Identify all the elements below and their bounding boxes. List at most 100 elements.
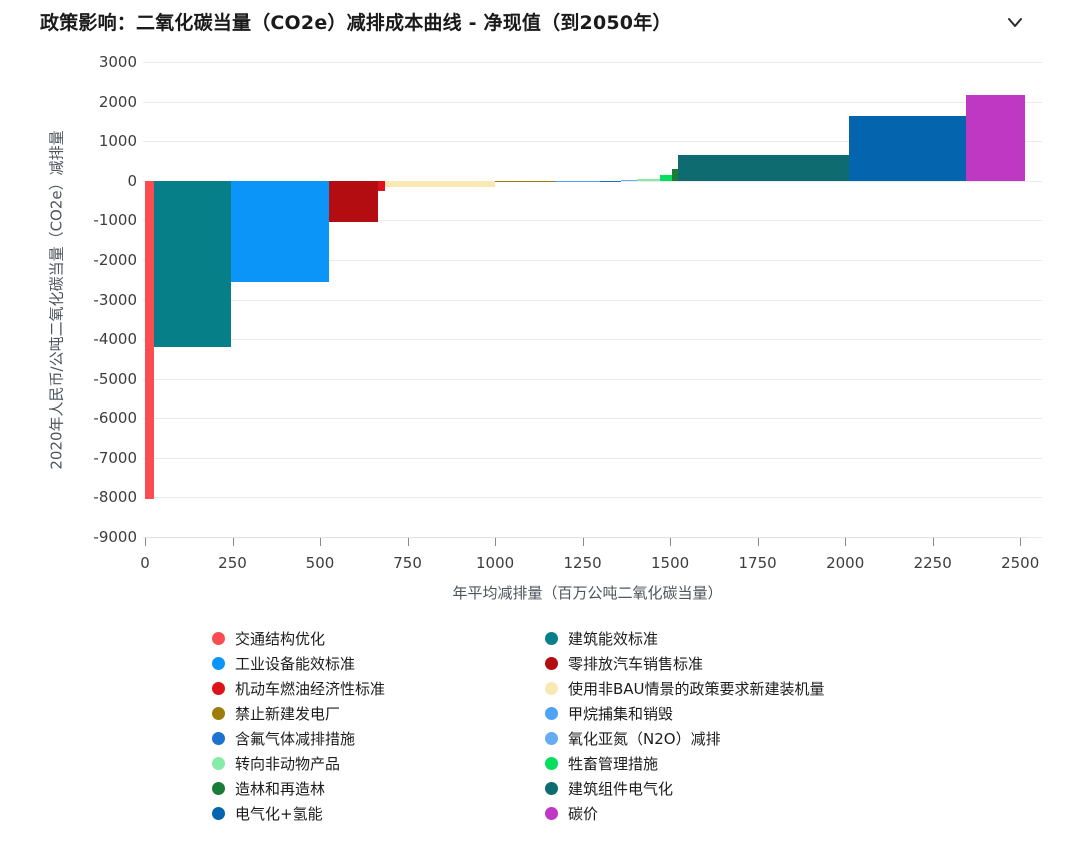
legend-item[interactable]: 使用非BAU情景的政策要求新建装机量 [545,678,825,699]
y-tick-label: -3000 [93,290,137,309]
y-gridline [143,141,1042,143]
legend-label: 牲畜管理措施 [568,755,659,773]
x-tick-mark [670,538,672,546]
plot-area [143,62,1042,538]
y-gridline [143,62,1042,63]
macc-bar[interactable] [621,179,637,181]
macc-bar[interactable] [636,179,660,181]
macc-bar[interactable] [328,180,378,222]
y-gridline [143,418,1042,420]
x-tick-mark [145,538,146,546]
y-tick-label: 2000 [98,92,137,111]
legend-swatch [545,632,558,645]
x-tick-label: 1750 [738,554,777,572]
legend-swatch [545,732,558,745]
y-gridline [143,220,1042,222]
y-tick-label: 3000 [98,53,137,71]
macc-bar[interactable] [145,180,154,500]
legend-item[interactable]: 工业设备能效标准 [212,653,545,674]
y-tick-label: -2000 [93,250,137,269]
x-tick-label: 2250 [913,554,952,572]
legend-swatch [545,707,558,720]
legend-item[interactable]: 机动车燃油经济性标准 [212,678,545,699]
legend-item[interactable]: 含氟气体减排措施 [212,728,545,749]
macc-bar[interactable] [384,180,496,187]
x-tick-mark [320,538,321,546]
x-tick-mark [1020,538,1022,546]
legend-item[interactable]: 造林和再造林 [212,778,545,799]
y-gridline [143,497,1042,499]
macc-bar[interactable] [556,180,601,182]
y-axis-title: 2020年人民币/公吨二氧化碳当量（CO2e）减排量 [47,130,66,470]
macc-bar[interactable] [848,115,966,181]
y-gridline [143,378,1042,380]
x-axis-title: 年平均减排量（百万公吨二氧化碳当量） [452,584,723,602]
legend-swatch [545,657,558,670]
collapse-button[interactable] [1002,10,1028,36]
legend-item[interactable]: 建筑组件电气化 [545,778,825,799]
y-tick-label: -8000 [93,488,137,507]
macc-bar[interactable] [377,180,385,191]
legend-swatch [212,732,225,745]
legend-swatch [212,707,225,720]
chevron-down-icon [1004,17,1026,36]
macc-bar[interactable] [671,169,678,181]
legend-swatch [212,807,225,820]
x-tick-mark [757,538,759,546]
macc-bar[interactable] [153,180,231,348]
macc-bar[interactable] [495,180,557,183]
x-tick-label: 0 [140,554,150,572]
y-gridline [143,299,1042,301]
y-tick-label: -4000 [93,330,137,349]
x-tick-mark [845,538,847,546]
legend-label: 转向非动物产品 [235,755,341,773]
x-tick-label: 1000 [476,554,515,572]
x-axis-line [143,537,1030,538]
y-gridline [143,101,1042,103]
x-tick-label: 750 [393,554,422,572]
legend-item[interactable]: 交通结构优化 [212,628,545,649]
y-gridline [143,259,1042,261]
legend-label: 造林和再造林 [235,780,326,798]
x-tick-label: 250 [218,554,247,572]
macc-bar[interactable] [659,174,672,181]
macc-bar[interactable] [600,180,622,182]
y-tick-label: -9000 [93,528,137,546]
macc-bar[interactable] [677,155,849,181]
legend-label: 交通结构优化 [235,630,326,648]
legend-swatch [212,632,225,645]
legend-item[interactable]: 牲畜管理措施 [545,753,825,774]
macc-bar[interactable] [230,180,329,282]
y-gridline [143,457,1042,459]
legend-item[interactable]: 禁止新建发电厂 [212,703,545,724]
x-tick-label: 1500 [651,554,690,572]
legend-item[interactable]: 氧化亚氮（N2O）减排 [545,728,825,749]
chart-title: 政策影响：二氧化碳当量（CO2e）减排成本曲线 - 净现值（到2050年） [40,12,672,34]
legend-item[interactable]: 甲烷捕集和销毁 [545,703,825,724]
legend-label: 电气化+氢能 [235,805,323,823]
legend-label: 含氟气体减排措施 [235,730,356,748]
legend-swatch [545,807,558,820]
legend-swatch [545,782,558,795]
legend-swatch [212,782,225,795]
y-tick-label: 1000 [98,132,137,151]
legend-label: 机动车燃油经济性标准 [235,680,386,698]
macc-bar[interactable] [965,95,1026,181]
y-tick-label: -5000 [93,369,137,388]
legend-label: 碳价 [568,805,599,823]
legend-item[interactable]: 碳价 [545,803,825,824]
x-tick-mark [232,538,234,546]
y-tick-label: -1000 [93,211,137,230]
y-tick-label: 0 [127,171,137,190]
y-tick-label: -7000 [93,448,137,467]
legend-item[interactable]: 转向非动物产品 [212,753,545,774]
legend-label: 使用非BAU情景的政策要求新建装机量 [568,680,825,698]
legend: 交通结构优化 建筑能效标准工业设备能效标准 零排放汽车销售标准机动车燃油经济性标准 使… [212,626,825,826]
legend-swatch [545,757,558,770]
legend-item[interactable]: 零排放汽车销售标准 [545,653,825,674]
legend-label: 工业设备能效标准 [235,655,356,673]
legend-item[interactable]: 建筑能效标准 [545,628,825,649]
legend-item[interactable]: 电气化+氢能 [212,803,545,824]
legend-label: 建筑组件电气化 [568,780,674,798]
